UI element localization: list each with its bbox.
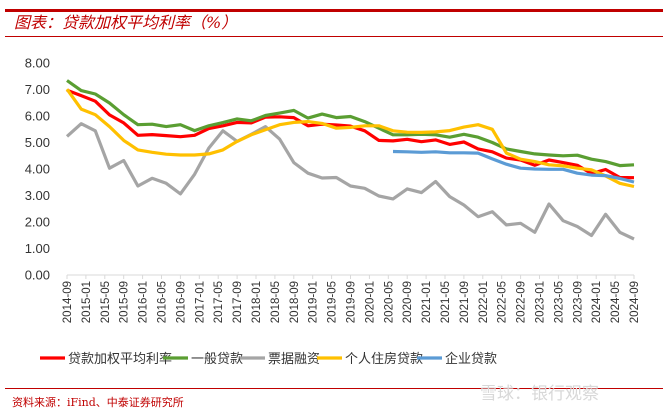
x-tick-label: 2016-05: [157, 281, 169, 323]
legend-label: 个人住房贷款: [345, 351, 423, 367]
source-note: 资料来源：iFind、中泰证券研究所: [12, 395, 184, 409]
legend-label: 票据融资: [268, 352, 320, 367]
y-tick-label: 5.00: [25, 135, 50, 150]
legend-label: 一般贷款: [191, 351, 243, 367]
x-tick-label: 2019-05: [327, 281, 339, 323]
x-tick-label: 2015-01: [81, 281, 93, 323]
y-axis: 0.00 1.00 2.00 3.00 4.00 5.00 6.00 7.00 8.00: [25, 56, 50, 283]
y-tick-label: 4.00: [25, 162, 50, 177]
x-tick-label: 2022-09: [516, 281, 528, 323]
legend: 贷款加权平均利率 一般贷款 票据融资 个人住房贷款 企业贷款: [40, 351, 497, 367]
x-tick-label: 2021-01: [421, 281, 433, 323]
x-tick-label: 2016-01: [138, 281, 150, 323]
y-tick-label: 8.00: [25, 56, 50, 71]
x-tick-label: 2024-05: [610, 281, 622, 323]
x-tick-label: 2018-09: [289, 281, 301, 323]
y-tick-label: 3.00: [25, 188, 50, 203]
series-line-3: [65, 88, 635, 189]
title-bottom-rule: [5, 36, 663, 37]
legend-item: 个人住房贷款: [317, 351, 423, 367]
series-line-2: [65, 122, 635, 241]
y-tick-label: 2.00: [25, 215, 50, 230]
x-tick-label: 2018-01: [251, 281, 263, 323]
x-tick-label: 2014-09: [62, 281, 74, 323]
x-tick-label: 2023-09: [572, 281, 584, 323]
x-tick-label: 2019-09: [346, 281, 358, 323]
title-top-rule: [5, 9, 663, 12]
y-tick-label: 1.00: [25, 241, 50, 256]
page-title: 图表：贷款加权平均利率（%）: [14, 13, 237, 32]
x-tick-label: 2021-09: [459, 281, 471, 323]
watermark: 雪球：银行观察: [480, 384, 599, 404]
x-tick-label: 2024-09: [629, 281, 641, 323]
x-axis: 2014-09 2015-01 2015-05 2015-09 2016-01 2016-…: [62, 275, 641, 323]
x-tick-label: 2019-01: [308, 281, 320, 323]
x-tick-label: 2017-05: [213, 281, 225, 323]
legend-label: 企业贷款: [445, 351, 497, 367]
series-line-1: [66, 79, 635, 168]
y-tick-label: 0.00: [25, 268, 50, 283]
x-tick-label: 2015-09: [119, 281, 131, 323]
legend-label: 贷款加权平均利率: [68, 351, 172, 367]
series-line-4: [392, 149, 635, 184]
legend-item: 企业贷款: [417, 351, 497, 367]
x-tick-label: 2023-05: [553, 281, 565, 323]
x-tick-label: 2022-01: [478, 281, 490, 323]
x-tick-label: 2020-01: [364, 281, 376, 323]
x-tick-label: 2016-09: [175, 281, 187, 323]
legend-item: 贷款加权平均利率: [40, 351, 172, 367]
x-tick-label: 2024-01: [591, 281, 603, 323]
x-tick-label: 2020-05: [383, 281, 395, 323]
x-tick-label: 2020-09: [402, 281, 414, 323]
legend-item: 一般贷款: [163, 351, 243, 367]
y-tick-label: 7.00: [25, 82, 50, 97]
x-tick-label: 2017-09: [232, 281, 244, 323]
x-tick-label: 2018-05: [270, 281, 282, 323]
x-tick-label: 2015-05: [100, 281, 112, 323]
footer-rule: [5, 388, 663, 389]
y-tick-label: 6.00: [25, 109, 50, 124]
plot-area: [65, 79, 635, 241]
legend-item: 票据融资: [240, 352, 320, 367]
x-tick-label: 2022-05: [497, 281, 509, 323]
x-tick-label: 2017-01: [194, 281, 206, 323]
x-tick-label: 2021-05: [440, 281, 452, 323]
x-tick-label: 2023-01: [535, 281, 547, 323]
